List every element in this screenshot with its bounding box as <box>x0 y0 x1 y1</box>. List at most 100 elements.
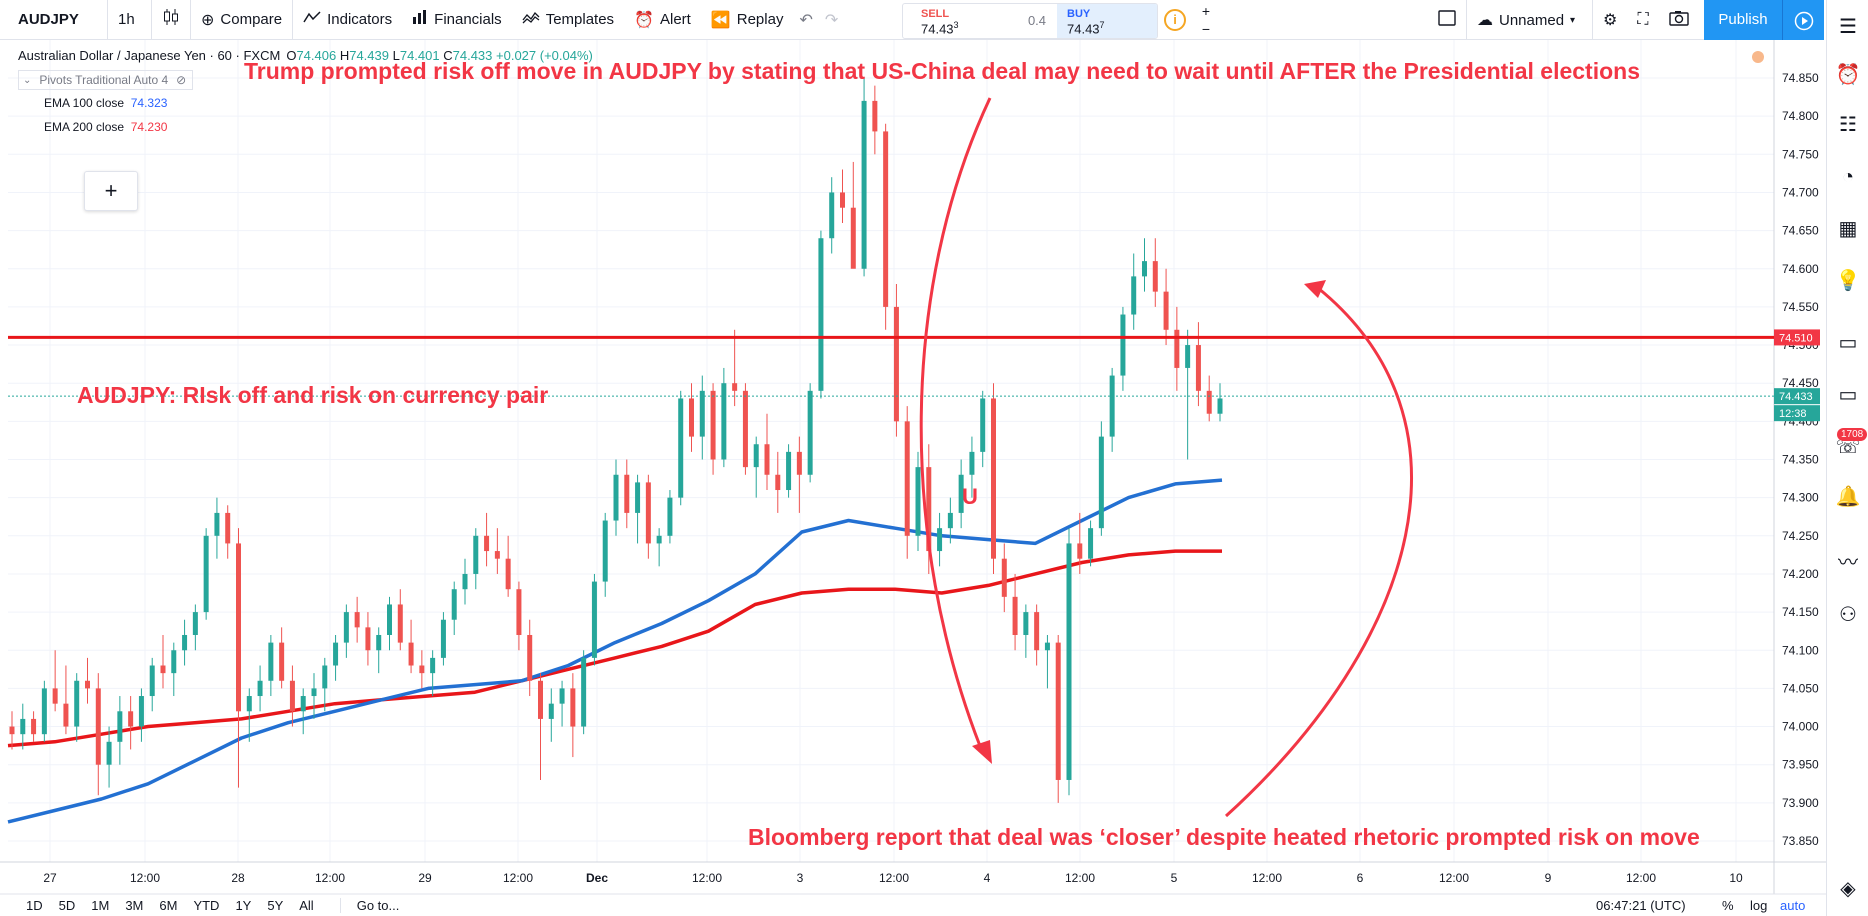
settings-button[interactable]: ⚙ <box>1593 0 1627 40</box>
chevron-down-icon[interactable]: ⌄ <box>23 74 32 86</box>
candle-body <box>1195 345 1201 391</box>
range-button-all[interactable]: All <box>299 897 314 913</box>
menu-icon[interactable]: ☰ <box>1839 16 1857 38</box>
minus-icon[interactable]: − <box>1201 21 1211 37</box>
candle-body <box>678 398 684 498</box>
square-button[interactable] <box>1434 0 1467 40</box>
alert-button[interactable]: ⏰ Alert <box>624 0 701 40</box>
auto-toggle[interactable]: auto <box>1780 898 1806 913</box>
bell-icon[interactable]: 🔔 <box>1835 486 1861 508</box>
replay-button[interactable]: ⏪ Replay <box>701 0 794 40</box>
notifications-icon[interactable]: ☏ <box>1835 436 1861 458</box>
undo-icon: ↶ <box>799 11 813 29</box>
candle-body <box>52 688 58 704</box>
redo-button[interactable]: ↷ <box>819 0 844 40</box>
interval-button[interactable]: 1h <box>108 0 152 40</box>
people-icon[interactable]: ⚇ <box>1839 604 1857 626</box>
time-tick-label: 28 <box>231 871 245 885</box>
lightbulb-icon[interactable]: 💡 <box>1835 270 1861 292</box>
range-button-3m[interactable]: 3M <box>125 897 144 913</box>
fullscreen-button[interactable]: ⛶ <box>1627 0 1658 40</box>
buy-button[interactable]: BUY 74.437 <box>1057 4 1157 38</box>
sell-button[interactable]: SELL 74.433 <box>903 4 1017 38</box>
time-tick-label: 12:00 <box>315 871 345 885</box>
range-button-ytd[interactable]: YTD <box>193 897 220 913</box>
watchlist-icon[interactable]: ☷ <box>1839 114 1857 136</box>
change-value: +0.027 (+0.04%) <box>496 48 593 63</box>
candle-body <box>462 573 468 590</box>
trend-icon[interactable]: 〰 <box>1838 552 1858 574</box>
publish-button[interactable]: Publish <box>1704 0 1782 40</box>
time-tick-label: 27 <box>43 871 57 885</box>
price-axis-marker-label: 74.510 <box>1779 332 1813 344</box>
candle-body <box>861 100 867 269</box>
candle-body <box>31 718 37 735</box>
high-label: H <box>339 48 350 63</box>
templates-icon <box>522 10 540 29</box>
camera-icon <box>1668 10 1689 31</box>
range-button-1m[interactable]: 1M <box>91 897 110 913</box>
ema200-legend[interactable]: EMA 200 close 74.230 <box>44 120 167 134</box>
indicators-button[interactable]: Indicators <box>293 0 402 40</box>
range-button-5d[interactable]: 5D <box>58 897 76 913</box>
layout-name-button[interactable]: ☁ Unnamed ▾ <box>1467 0 1593 40</box>
pivots-indicator-legend[interactable]: ⌄ Pivots Traditional Auto 4 ⊘ <box>18 70 194 90</box>
range-button-1y[interactable]: 1Y <box>235 897 252 913</box>
snapshot-button[interactable] <box>1659 0 1699 40</box>
arrow-down-head <box>972 740 992 764</box>
goto-button[interactable]: Go to... <box>339 897 399 913</box>
buy-label: BUY <box>1067 8 1091 20</box>
ohlc-values: O74.406 H74.439 L74.401 C74.433 +0.027 (… <box>286 48 593 63</box>
alarm-clock-icon[interactable]: ⏰ <box>1835 64 1861 86</box>
plus-icon[interactable]: + <box>1201 3 1211 19</box>
play-button[interactable] <box>1782 0 1824 40</box>
price-chart[interactable]: 74.850 74.800 74.750 74.700 74.650 74.600 74.5… <box>0 40 1826 916</box>
message-icon[interactable]: ▭ <box>1838 384 1858 406</box>
percent-toggle[interactable]: % <box>1722 898 1734 913</box>
candle-body <box>149 665 155 697</box>
time-tick-label: 29 <box>418 871 432 885</box>
symbol-search-button[interactable]: AUDJPY <box>0 0 108 40</box>
candle-body <box>1109 375 1115 437</box>
templates-button[interactable]: Templates <box>512 0 624 40</box>
compare-button[interactable]: ⊕ Compare <box>191 0 294 40</box>
time-tick-label: 12:00 <box>503 871 533 885</box>
info-icon[interactable]: i <box>1164 9 1186 31</box>
time-tick-label: 12:00 <box>1439 871 1469 885</box>
candle-body <box>343 612 349 643</box>
candle-body <box>203 535 209 613</box>
range-button-5y[interactable]: 5Y <box>267 897 284 913</box>
candle-body <box>548 703 554 719</box>
candle-body <box>300 696 306 712</box>
candle-body <box>667 497 673 536</box>
calendar-icon[interactable]: ▦ <box>1838 218 1858 240</box>
eye-hidden-icon[interactable]: ⊘ <box>176 73 187 87</box>
candle-body <box>85 680 90 689</box>
chat-icon[interactable]: ▭ <box>1838 332 1858 354</box>
candle-body <box>214 512 220 536</box>
price-tick-label: 74.600 <box>1782 262 1819 276</box>
chart-style-button[interactable] <box>152 0 191 40</box>
bottom-bar: 1D 5D 1M 3M 6M YTD 1Y 5Y All Go to... 06:47:21 (… <box>0 894 1826 916</box>
range-button-1d[interactable]: 1D <box>26 897 43 913</box>
ema100-legend[interactable]: EMA 100 close 74.323 <box>44 96 167 110</box>
utc-clock[interactable]: 06:47:21 (UTC) <box>1596 898 1686 913</box>
candle-body <box>1163 291 1169 330</box>
price-axis-marker <box>1774 388 1820 405</box>
price-tick-label: 74.650 <box>1782 224 1819 238</box>
candle-body <box>796 451 802 475</box>
data-window-icon[interactable]: ◔ <box>1841 166 1855 188</box>
candle-body <box>192 612 198 635</box>
quantity-stepper[interactable]: + − <box>1196 2 1216 38</box>
candle-body <box>980 398 986 452</box>
candle-body <box>732 383 738 391</box>
candle-body <box>117 711 123 742</box>
hotlist-icon[interactable]: ◈ <box>1840 878 1856 900</box>
price-tick-label: 74.300 <box>1782 491 1819 505</box>
crosshair-tool-button[interactable]: + <box>84 171 138 211</box>
chart-area[interactable]: 74.850 74.800 74.750 74.700 74.650 74.600 74.5… <box>0 40 1826 916</box>
financials-button[interactable]: Financials <box>402 0 512 40</box>
log-toggle[interactable]: log <box>1750 898 1768 913</box>
range-button-6m[interactable]: 6M <box>159 897 178 913</box>
undo-button[interactable]: ↶ <box>793 0 818 40</box>
